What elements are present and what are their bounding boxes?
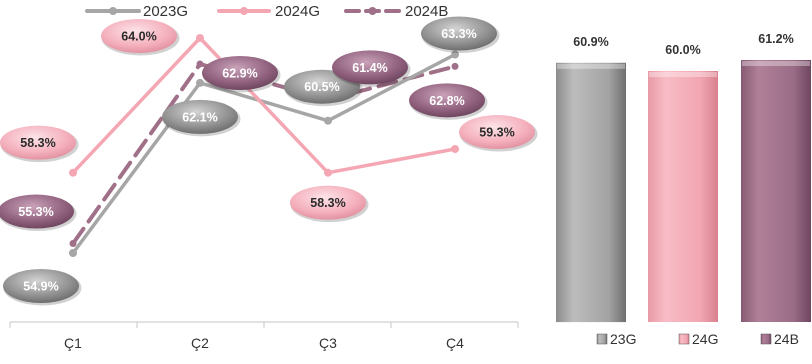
bar-legend-item-b24: 24B (760, 331, 799, 347)
data-point-b24 (451, 62, 459, 70)
data-point-b24 (196, 60, 204, 68)
data-label-b24: 61.4% (332, 50, 411, 87)
data-label-bubble (0, 125, 76, 160)
data-label-text: 63.3% (441, 27, 476, 41)
series-line-g23 (71, 52, 457, 255)
bar-value-label: 60.0% (665, 43, 700, 57)
data-point-g23 (196, 78, 204, 87)
data-label-bubble (162, 99, 238, 134)
series-line-b24 (71, 62, 457, 246)
legend-marker (109, 7, 117, 15)
data-label-bubble (202, 55, 278, 90)
data-label-text: 55.3% (18, 205, 53, 219)
bar-legend-swatch (760, 333, 772, 345)
bar-legend-swatch (678, 333, 690, 345)
data-point-g23 (69, 249, 77, 257)
bar-highlight (557, 63, 625, 69)
x-tick-label: Ç1 (64, 335, 82, 351)
bar-highlight (742, 61, 810, 66)
data-label-bubble (421, 16, 497, 51)
bar-legend-swatch (596, 333, 608, 345)
bar-highlight (649, 72, 717, 77)
data-label-text: 62.9% (222, 66, 257, 80)
data-point-g24 (69, 168, 77, 177)
data-label-g23: 63.3% (421, 16, 500, 54)
data-point-b24 (69, 240, 77, 247)
data-label-text: 64.0% (121, 30, 156, 44)
data-label-g23: 62.1% (162, 99, 241, 137)
data-point-g23 (324, 116, 332, 125)
data-label-g24: 58.3% (0, 125, 79, 163)
data-label-g24: 59.3% (459, 115, 538, 152)
bar-body (741, 60, 811, 322)
legend-item-b24: 2024B (344, 3, 448, 20)
legend-marker (240, 7, 248, 15)
legend-item-g23: 2023G (85, 3, 188, 20)
data-label-bubble (3, 269, 79, 303)
data-label-g24: 64.0% (101, 19, 180, 56)
data-point-g23 (451, 50, 459, 59)
legend-label: 2023G (143, 3, 188, 20)
series-line-g24 (71, 36, 457, 175)
data-label-bubble (409, 83, 485, 118)
legend-item-g24: 2024G (217, 3, 320, 20)
data-point-g24 (451, 145, 459, 153)
data-point-g24 (196, 34, 204, 42)
x-tick-label: Ç2 (191, 335, 209, 351)
data-label-b24: 62.9% (202, 55, 281, 93)
data-label-bubble (459, 115, 535, 150)
x-tick-label: Ç3 (319, 335, 337, 351)
x-tick-label: Ç4 (446, 335, 464, 351)
data-label-bubble (0, 194, 74, 229)
bar-legend-label: 24G (692, 331, 718, 347)
data-label-text: 61.4% (352, 61, 387, 75)
data-label-g23: 54.9% (3, 269, 82, 306)
bar-g24 (648, 71, 718, 322)
legend-label: 2024B (405, 3, 448, 20)
bar-b24 (741, 60, 811, 322)
bar-legend-label: 24B (774, 331, 799, 347)
data-label-text: 62.1% (182, 110, 217, 124)
legend-label: 2024G (275, 3, 320, 20)
data-point-g24 (324, 168, 332, 177)
legend-marker (368, 7, 377, 15)
data-label-text: 59.3% (479, 126, 514, 140)
bar-legend-item-g24: 24G (678, 331, 718, 347)
bar-body (556, 62, 626, 323)
bar-value-label: 61.2% (758, 32, 793, 46)
data-label-bubble (332, 50, 408, 85)
data-label-text: 62.8% (429, 94, 464, 108)
data-label-bubble (101, 19, 177, 53)
bar-legend-label: 23G (610, 331, 636, 347)
bar-legend-item-g23: 23G (596, 331, 636, 347)
data-label-text: 58.3% (310, 196, 345, 210)
data-label-text: 54.9% (23, 280, 58, 294)
data-label-text: 60.5% (304, 80, 339, 94)
data-label-bubble (290, 185, 366, 220)
bar-body (648, 71, 718, 322)
data-label-b24: 55.3% (0, 194, 77, 232)
bar-g23 (556, 62, 626, 323)
data-label-text: 58.3% (20, 136, 55, 150)
data-label-g24: 58.3% (290, 185, 369, 223)
bar-value-label: 60.9% (573, 35, 608, 49)
data-label-b24: 62.8% (409, 83, 488, 120)
